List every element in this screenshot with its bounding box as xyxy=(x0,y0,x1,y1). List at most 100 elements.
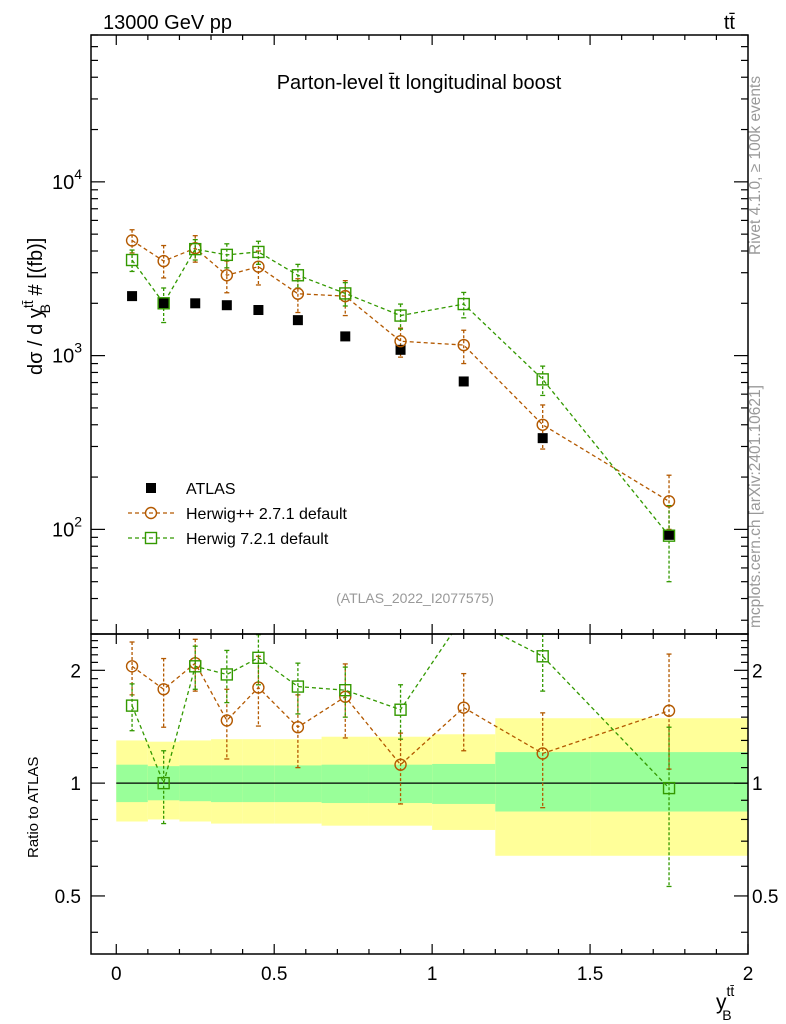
ratio-point-2 xyxy=(394,703,407,716)
main-error-bar xyxy=(161,244,167,279)
x-tick-label: 0 xyxy=(111,964,122,985)
ratio-tick-label-left: 2 xyxy=(70,661,81,682)
main-y-axis-label-base: dσ / d y xyxy=(25,308,47,375)
ratio-error-bar xyxy=(398,684,404,740)
ratio-series-group xyxy=(125,634,676,888)
ratio-point-2 xyxy=(189,660,202,673)
ratio-point-2 xyxy=(662,781,676,795)
x-axis-label: ytt̄ B xyxy=(716,983,734,1023)
atlas-data-point xyxy=(664,529,675,540)
main-y-axis-label-tail: # [(fb)] xyxy=(25,238,47,301)
x-axis-label-sub: B xyxy=(722,1007,731,1023)
ratio-error-bar xyxy=(161,657,167,728)
ratio-tick-label-right: 1 xyxy=(752,774,763,795)
x-tick-label: 0.5 xyxy=(261,964,287,985)
main-error-bar xyxy=(224,243,230,269)
mc-point-1 xyxy=(457,338,470,352)
main-error-bar xyxy=(295,278,301,314)
legend-entry-1: ATLAS xyxy=(146,481,236,498)
mcplots-label: mcplots.cern.ch [arXiv:2401.10621] xyxy=(747,385,764,628)
main-error-bar xyxy=(461,291,467,319)
legend-label: ATLAS xyxy=(186,481,236,498)
ratio-point-1 xyxy=(157,683,170,696)
mc-point-1 xyxy=(125,234,139,247)
ratio-point-1 xyxy=(220,714,234,727)
ratio-error-bar xyxy=(342,666,348,718)
ratio-error-bar xyxy=(540,712,546,809)
y-tick-label-exp: 3 xyxy=(74,340,82,356)
y-tick-label: 102 xyxy=(52,513,82,541)
ratio-point-1 xyxy=(457,701,470,714)
ratio-band-inner xyxy=(211,765,243,803)
ratio-point-2 xyxy=(339,684,352,697)
header-collision-label: 13000 GeV pp xyxy=(103,12,232,34)
mc-point-2 xyxy=(457,297,470,311)
main-series-line-1 xyxy=(131,239,670,502)
ratio-error-bar xyxy=(224,649,230,704)
analysis-id: (ATLAS_2022_I2077575) xyxy=(336,590,494,606)
atlas-data-point xyxy=(537,433,548,444)
main-error-bar xyxy=(342,281,348,307)
mc-point-2 xyxy=(291,269,305,282)
main-error-bar xyxy=(129,249,135,273)
ratio-point-2 xyxy=(157,776,170,790)
ratio-series-line-2 xyxy=(131,634,670,789)
legend-entry-2: Herwig++ 2.7.1 default xyxy=(128,506,348,523)
legend-marker xyxy=(146,483,156,493)
ratio-point-2 xyxy=(220,668,234,681)
ratio-frame xyxy=(90,633,749,955)
ratio-tick-label-left: 1 xyxy=(70,774,81,795)
atlas-data-point xyxy=(127,291,138,302)
ratio-point-2 xyxy=(291,680,305,693)
rivet-version-label: Rivet 4.1.0, ≥ 100k events xyxy=(747,76,764,255)
main-error-bar xyxy=(540,365,546,397)
main-error-bar xyxy=(398,327,404,358)
mc-point-2 xyxy=(125,253,139,267)
ratio-error-bar xyxy=(295,662,301,715)
atlas-data-point xyxy=(253,305,264,316)
main-error-bar xyxy=(192,238,198,261)
ratio-error-bar xyxy=(666,726,672,888)
ratio-point-2 xyxy=(536,650,549,663)
mc-point-2 xyxy=(536,373,549,386)
ratio-band-inner xyxy=(432,763,496,804)
main-error-bar xyxy=(666,474,672,531)
mc-point-2 xyxy=(189,242,202,256)
atlas-data-point xyxy=(292,315,303,326)
mc-point-1 xyxy=(252,260,265,273)
atlas-data-point xyxy=(458,376,469,387)
mc-point-2 xyxy=(662,529,676,542)
ratio-point-2 xyxy=(125,699,139,712)
legend-marker xyxy=(144,531,158,545)
ratio-series-layer xyxy=(125,634,676,888)
x-tick-label: 1 xyxy=(427,964,438,985)
ratio-point-1 xyxy=(662,704,676,717)
legend-label: Herwig++ 2.7.1 default xyxy=(186,506,348,523)
legend-marker xyxy=(144,506,158,520)
ratio-y-axis-label: Ratio to ATLAS xyxy=(25,757,42,858)
main-y-axis-label: dσ / d ytt̄B # [(fb)] xyxy=(20,238,53,375)
ratio-error-bar xyxy=(342,663,348,739)
x-tick-label: 1.5 xyxy=(577,964,603,985)
main-error-bar xyxy=(192,235,198,263)
main-y-axis-label-sup: tt̄ xyxy=(20,300,36,308)
ratio-point-2 xyxy=(252,651,265,664)
ratio-error-bar xyxy=(129,683,135,732)
ratio-band-inner xyxy=(274,765,322,803)
main-y-axis-label-sub: B xyxy=(37,304,53,313)
ratio-point-1 xyxy=(394,758,407,771)
mc-point-1 xyxy=(291,287,305,300)
atlas-data-point xyxy=(158,298,169,309)
x-tick-label: 2 xyxy=(743,964,754,985)
ratio-point-1 xyxy=(291,721,305,734)
mc-point-2 xyxy=(394,309,407,322)
mc-point-1 xyxy=(157,254,170,268)
ratio-band-inner xyxy=(242,765,275,803)
ratio-tick-label-right: 2 xyxy=(752,661,763,682)
mc-point-1 xyxy=(220,269,234,282)
y-tick-label: 103 xyxy=(52,340,82,368)
mc-point-2 xyxy=(339,287,352,300)
ratio-tick-label-right: 0.5 xyxy=(752,887,778,908)
